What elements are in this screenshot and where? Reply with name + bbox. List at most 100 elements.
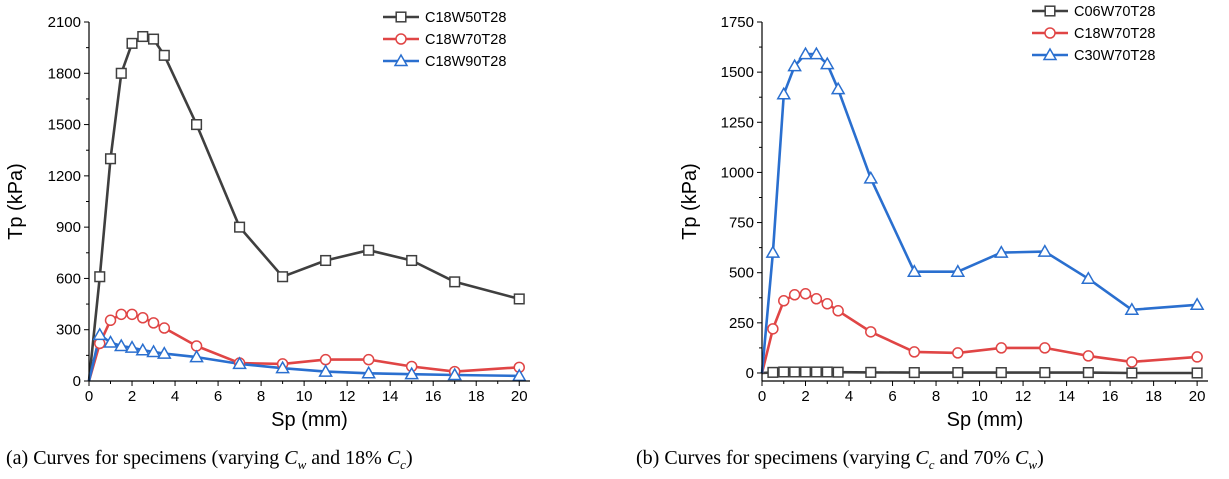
data-point-b-2-9	[907, 264, 922, 277]
y-tick-label-a-0: 0	[73, 373, 81, 390]
data-point-a-0-8	[191, 119, 203, 131]
x-axis-title-b: Sp (mm)	[947, 409, 1024, 431]
data-point-b-1-10	[952, 347, 964, 359]
legend-label-b-1: C18W70T28	[1074, 26, 1155, 42]
x-tick-label-b-5: 10	[971, 388, 988, 405]
data-point-a-2-11	[318, 364, 333, 377]
y-axis-title-a: Tp (kPa)	[5, 163, 27, 240]
caption-a: (a) Curves for specimens (varying Cw and…	[6, 447, 413, 472]
data-point-a-0-12	[363, 244, 375, 256]
data-point-b-0-3	[789, 366, 801, 378]
data-point-b-0-13	[1082, 367, 1094, 379]
data-point-b-1-8	[865, 326, 877, 338]
data-point-b-2-10	[950, 264, 966, 277]
data-point-a-1-3	[115, 308, 128, 321]
series-markers-b-2	[765, 46, 1205, 316]
data-point-b-1-7	[832, 305, 844, 317]
data-point-a-0-14	[449, 276, 461, 288]
data-point-b-0-4	[799, 366, 812, 378]
legend-marker-a-1	[395, 33, 407, 45]
data-point-b-0-10	[952, 367, 964, 379]
y-tick-label-a-7: 2100	[48, 14, 81, 31]
data-point-a-1-2	[104, 314, 117, 327]
data-point-a-0-13	[406, 254, 418, 267]
x-tick-label-b-8: 16	[1102, 388, 1119, 405]
series-line-b-2	[760, 52, 1198, 374]
data-point-a-2-5	[135, 342, 151, 356]
data-point-a-0-9	[234, 221, 246, 233]
data-point-a-1-5	[137, 311, 149, 324]
data-point-a-0-10	[277, 271, 289, 283]
data-point-a-2-3	[113, 338, 129, 352]
y-tick-label-a-2: 600	[56, 270, 81, 287]
data-point-b-2-1	[765, 245, 781, 258]
y-tick-label-b-5: 1250	[721, 114, 754, 131]
data-point-b-1-1	[767, 323, 779, 335]
legend-marker-a-2	[393, 53, 409, 67]
data-point-a-2-14	[447, 367, 462, 381]
data-point-b-1-5	[810, 293, 823, 305]
x-tick-label-a-4: 8	[257, 388, 265, 405]
data-point-a-2-13	[404, 366, 419, 380]
series-markers-b-1	[767, 288, 1203, 368]
x-tick-label-a-8: 16	[425, 388, 442, 405]
data-point-a-2-7	[157, 346, 172, 359]
data-point-b-2-3	[787, 58, 802, 72]
series-line-b-1	[760, 292, 1198, 374]
legend-marker-b-2	[1042, 47, 1058, 61]
series-markers-a-2	[92, 327, 527, 382]
y-axis-title-b: Tp (kPa)	[679, 163, 701, 240]
data-point-a-2-6	[146, 344, 161, 358]
x-tick-label-a-3: 6	[214, 388, 222, 405]
legend-marker-b-1	[1044, 27, 1056, 39]
y-tick-label-b-4: 1000	[721, 164, 754, 181]
x-tick-label-b-10: 20	[1189, 388, 1206, 405]
data-point-b-0-12	[1039, 367, 1051, 379]
series-markers-b-0	[767, 366, 1203, 379]
x-tick-label-a-2: 4	[171, 388, 179, 405]
data-point-a-0-5	[137, 30, 149, 43]
chart-a: 0 2 4 6 8 10 12 14 16 18 20 0 300 600 900 1200 1500 1800 2…	[5, 10, 530, 431]
data-point-b-1-6	[821, 298, 834, 310]
data-point-a-0-15	[513, 293, 525, 305]
y-tick-label-b-6: 1500	[721, 64, 754, 81]
legend-label-a-2: C18W90T28	[425, 54, 506, 70]
x-tick-label-a-0: 0	[85, 388, 93, 405]
legend-label-a-1: C18W70T28	[425, 32, 506, 48]
x-axis-title-a: Sp (mm)	[271, 409, 348, 431]
data-point-b-1-9	[908, 346, 921, 358]
data-point-b-0-7	[832, 366, 844, 378]
y-tick-label-b-7: 1750	[721, 14, 754, 31]
data-point-a-2-1	[92, 327, 108, 341]
data-point-a-2-10	[275, 360, 290, 374]
data-point-b-1-14	[1126, 356, 1138, 368]
y-tick-label-a-3: 900	[56, 219, 81, 236]
series-markers-a-1	[94, 308, 525, 378]
data-point-b-2-8	[863, 170, 879, 184]
x-tick-label-b-2: 4	[845, 388, 853, 405]
data-point-a-2-15	[511, 368, 527, 382]
x-tick-label-b-6: 12	[1015, 388, 1032, 405]
data-point-b-1-3	[788, 289, 801, 301]
x-tick-label-a-9: 18	[468, 388, 485, 405]
x-tick-label-b-4: 8	[932, 388, 940, 405]
y-tick-label-a-6: 1800	[48, 65, 81, 82]
legend-label-b-2: C30W70T28	[1074, 48, 1155, 64]
data-point-b-0-2	[778, 366, 790, 378]
data-point-b-0-9	[908, 367, 920, 379]
y-tick-label-a-5: 1500	[48, 117, 81, 134]
y-tick-label-b-3: 750	[729, 215, 754, 232]
caption-b: (b) Curves for specimens (varying Cc and…	[636, 447, 1044, 472]
x-tick-label-b-0: 0	[758, 388, 766, 405]
x-tick-label-b-3: 6	[888, 388, 896, 405]
data-point-a-2-8	[189, 349, 204, 363]
x-tick-label-a-1: 2	[128, 388, 136, 405]
data-point-b-1-13	[1082, 350, 1095, 362]
data-point-a-1-12	[362, 353, 375, 366]
x-tick-label-b-7: 14	[1058, 388, 1075, 405]
data-point-a-1-6	[147, 317, 160, 329]
series-line-a-2	[87, 333, 520, 382]
figure: 0 2 4 6 8 10 12 14 16 18 2003006009001200150018002…	[5, 4, 1208, 431]
data-point-b-0-1	[767, 366, 779, 378]
chart-b: 0 2 4 6 8 10 12 14 16 18 20 0 250 500 750 1000 1250 1500 1…	[679, 4, 1208, 431]
